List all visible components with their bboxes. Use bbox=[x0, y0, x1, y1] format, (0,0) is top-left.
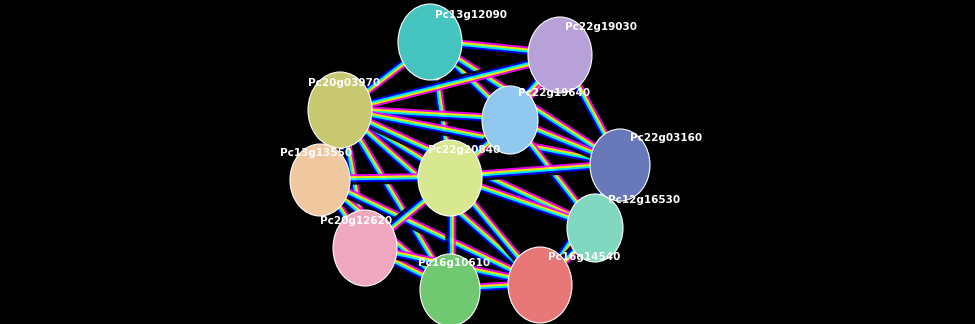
Ellipse shape bbox=[567, 194, 623, 262]
Ellipse shape bbox=[482, 86, 538, 154]
Text: Pc13g13550: Pc13g13550 bbox=[280, 148, 352, 158]
Ellipse shape bbox=[420, 254, 480, 324]
Ellipse shape bbox=[590, 129, 650, 201]
Text: Pc22g19030: Pc22g19030 bbox=[565, 22, 637, 32]
Ellipse shape bbox=[290, 144, 350, 216]
Text: Pc20g12620: Pc20g12620 bbox=[320, 216, 392, 226]
Ellipse shape bbox=[333, 210, 397, 286]
Ellipse shape bbox=[418, 140, 482, 216]
Text: Pc20g03970: Pc20g03970 bbox=[308, 78, 380, 88]
Text: Pc22g19640: Pc22g19640 bbox=[518, 88, 590, 98]
Ellipse shape bbox=[528, 17, 592, 93]
Text: Pc22g03160: Pc22g03160 bbox=[630, 133, 702, 143]
Ellipse shape bbox=[308, 72, 372, 148]
Text: Pc13g12090: Pc13g12090 bbox=[435, 10, 507, 20]
Ellipse shape bbox=[508, 247, 572, 323]
Ellipse shape bbox=[398, 4, 462, 80]
Text: Pc12g16530: Pc12g16530 bbox=[608, 195, 681, 205]
Text: Pc16g14540: Pc16g14540 bbox=[548, 252, 620, 262]
Text: Pc22g20840: Pc22g20840 bbox=[428, 145, 500, 155]
Text: Pc16g10610: Pc16g10610 bbox=[418, 258, 490, 268]
